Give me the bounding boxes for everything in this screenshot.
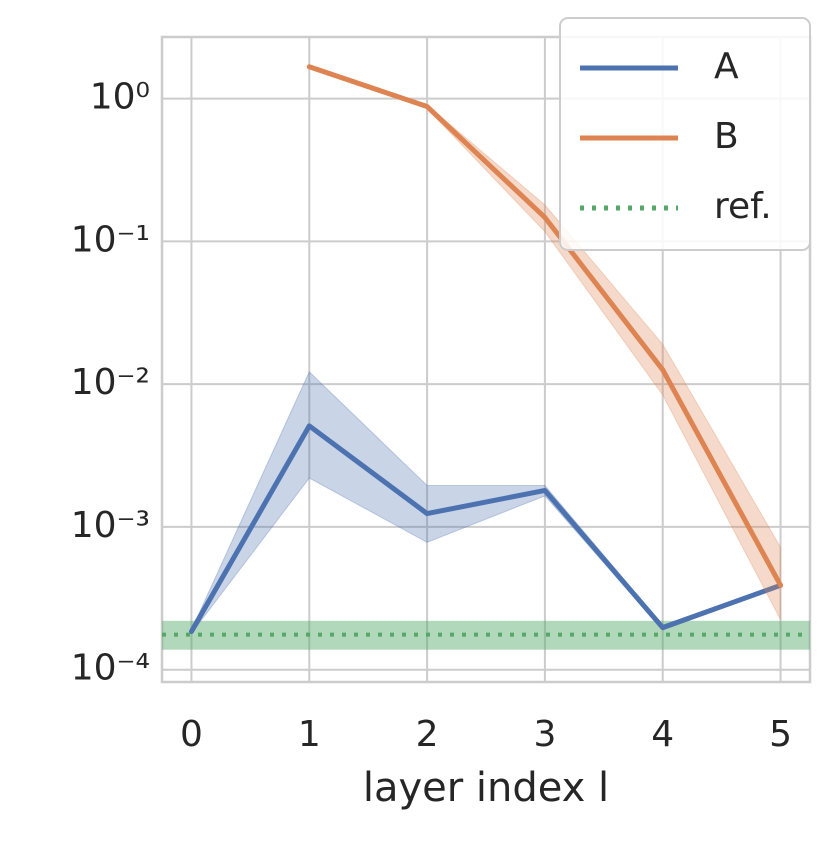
y-tick-label: 10⁰ [90, 77, 150, 118]
x-tick-label: 2 [416, 714, 439, 755]
plot-frame [160, 35, 812, 684]
legend-label: B [714, 116, 739, 157]
legend-label: ref. [714, 186, 772, 227]
x-tick-label: 3 [533, 714, 556, 755]
y-tick-label: 10⁻² [71, 362, 150, 403]
legend-box [559, 17, 811, 251]
y-tick-label: 10⁻¹ [71, 219, 150, 260]
y-tick-label: 10⁻⁴ [71, 648, 150, 689]
legend-label: A [714, 46, 739, 87]
x-tick-label: 1 [298, 714, 321, 755]
y-tick-label: 10⁻³ [71, 505, 150, 546]
x-tick-label: 0 [180, 714, 203, 755]
line [188, 423, 784, 635]
x-tick-label: 5 [769, 714, 792, 755]
line [306, 64, 784, 588]
x-axis-label: layer index l [363, 765, 609, 811]
x-tick-label: 4 [651, 714, 674, 755]
